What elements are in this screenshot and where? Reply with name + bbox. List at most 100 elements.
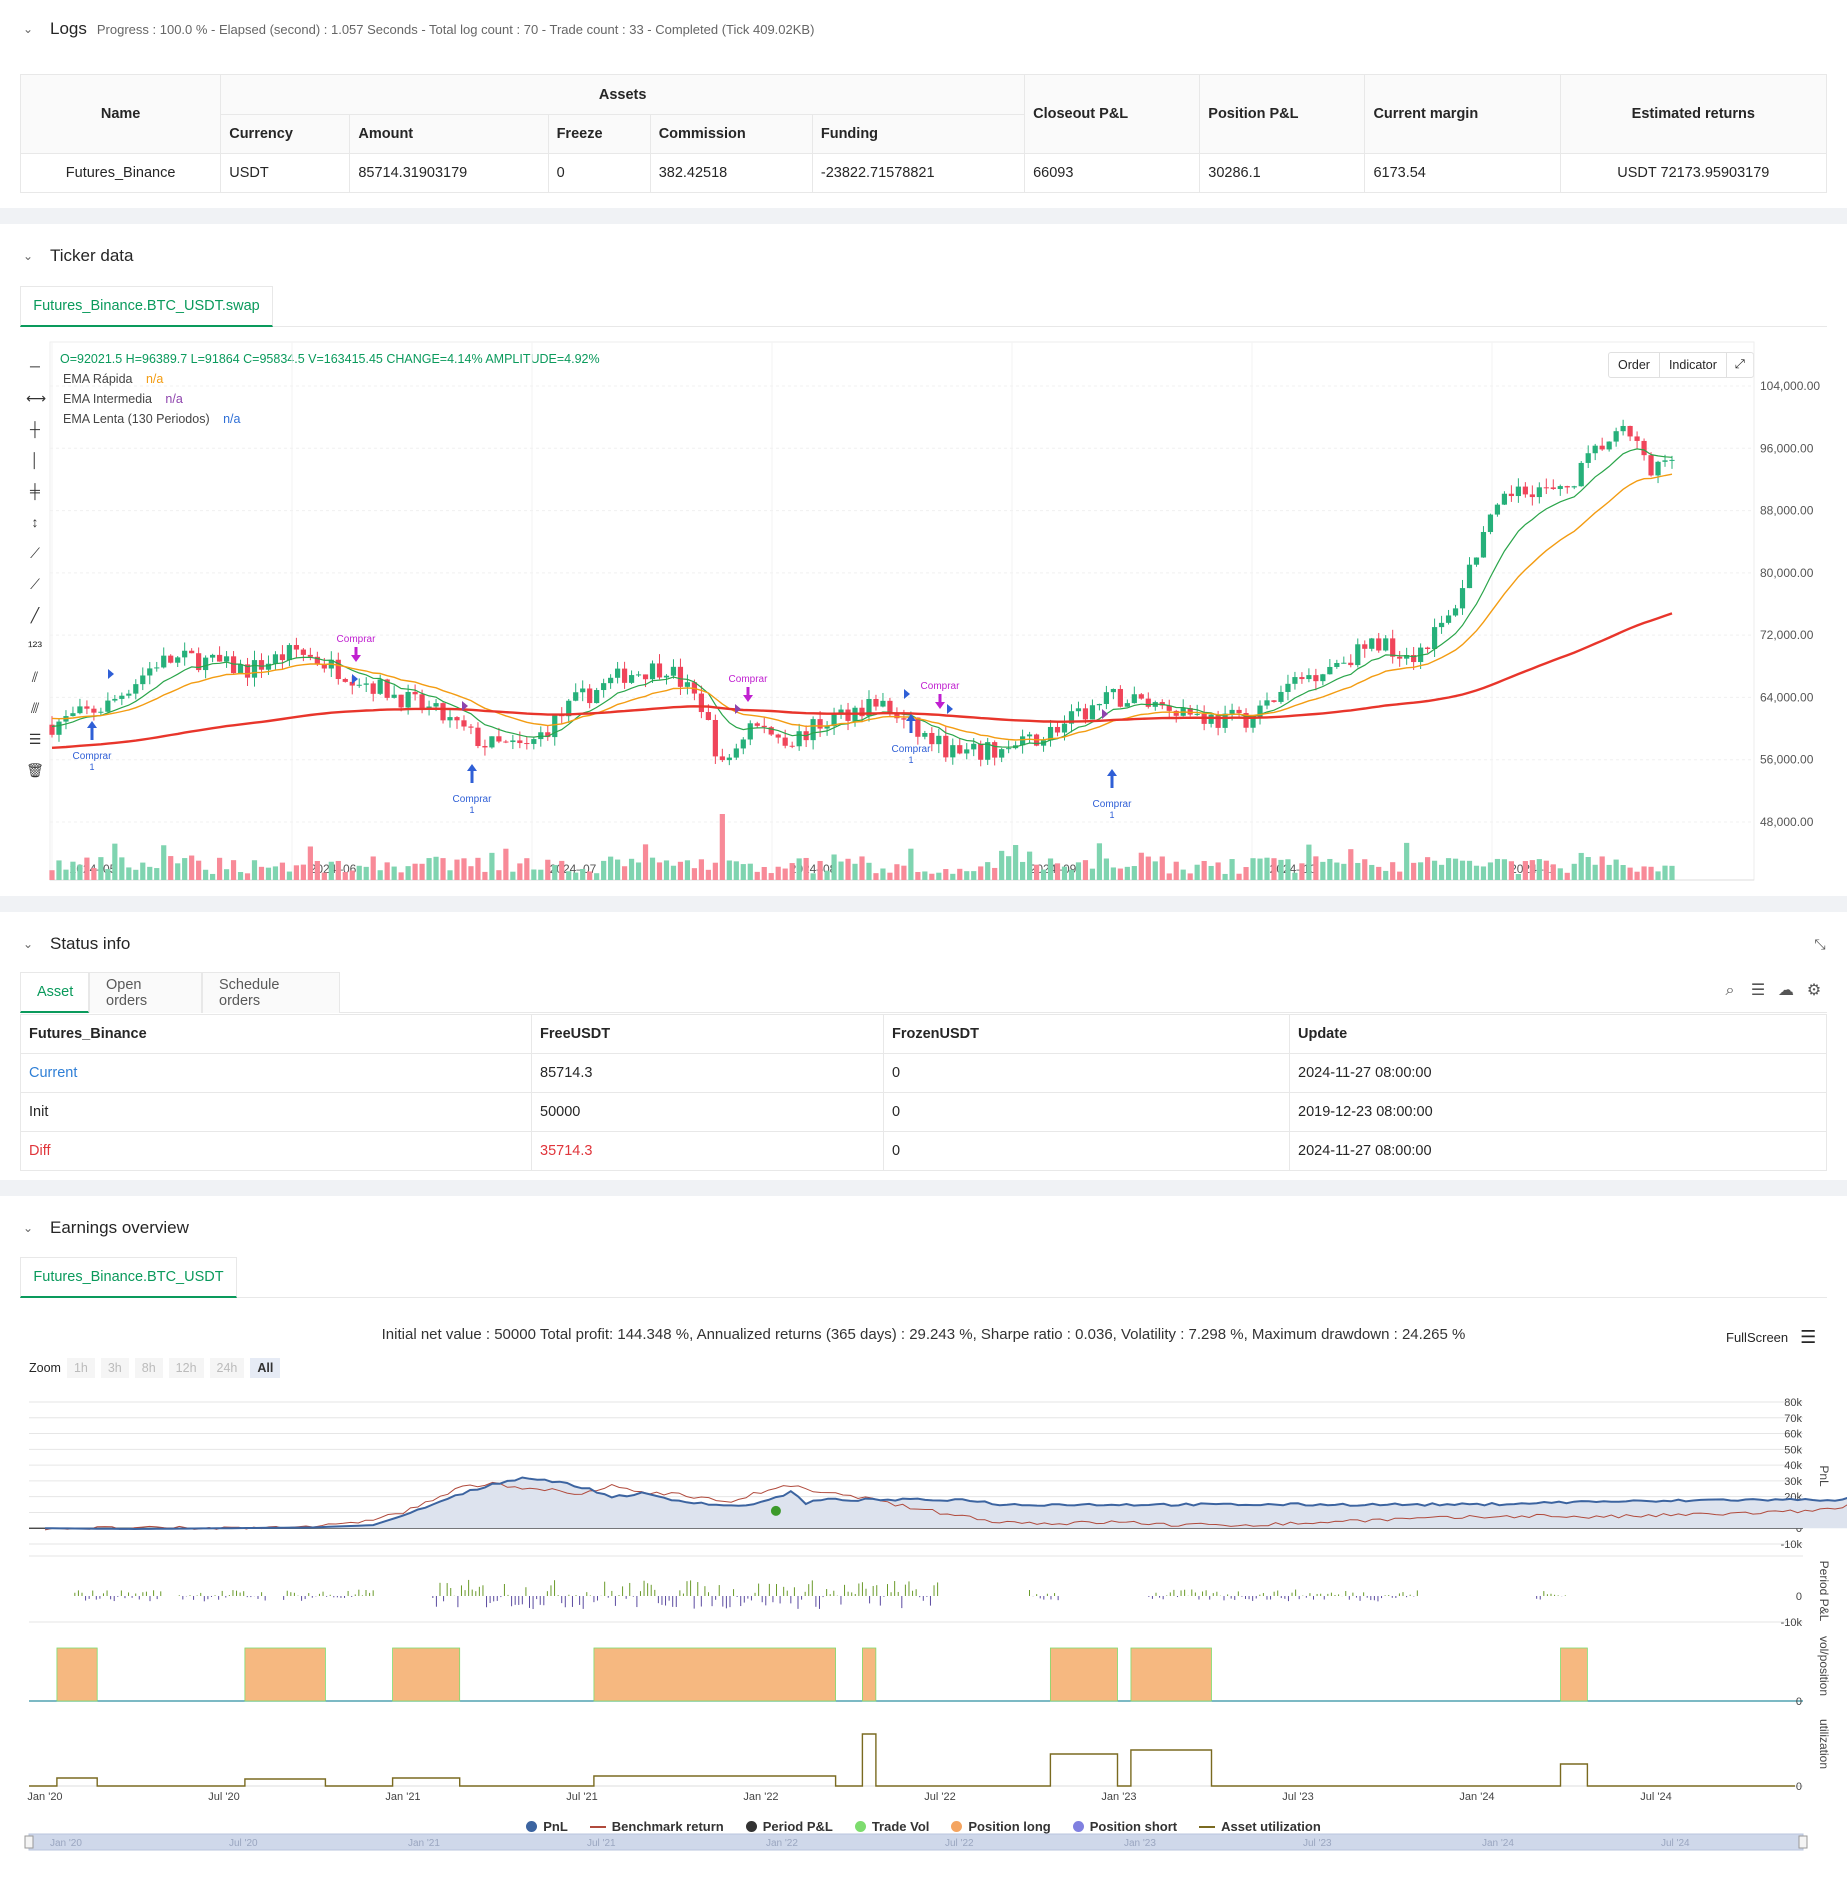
volume-bar bbox=[440, 858, 446, 880]
trash-icon[interactable]: 🗑 bbox=[26, 762, 44, 778]
horizontal-line-icon[interactable]: ┼ bbox=[30, 421, 40, 437]
fib-retracement-icon[interactable]: ☰ bbox=[28, 731, 42, 747]
candle-body bbox=[719, 756, 725, 761]
candle-body bbox=[677, 666, 684, 687]
ticker-section: ⌄ Ticker data Futures_Binance.BTC_USDT.s… bbox=[0, 224, 1847, 896]
fib-channel-icon[interactable]: ⫻ bbox=[30, 700, 40, 716]
candle-body bbox=[992, 742, 998, 758]
legend-item[interactable]: Trade Vol bbox=[854, 1819, 929, 1834]
cloud-download-icon[interactable]: ☁ bbox=[1778, 982, 1794, 999]
zoom-all[interactable]: All bbox=[250, 1358, 281, 1378]
volume-bar bbox=[1515, 873, 1521, 880]
tab-earnings-symbol[interactable]: Futures_Binance.BTC_USDT bbox=[20, 1257, 237, 1298]
candle-body bbox=[1103, 692, 1109, 704]
candle-body bbox=[1669, 459, 1675, 461]
drawdown-marker bbox=[770, 1505, 781, 1516]
volume-bar bbox=[1187, 873, 1193, 880]
navigator-tick-label: Jul '20 bbox=[229, 1838, 258, 1849]
zoom-12h[interactable]: 12h bbox=[168, 1358, 204, 1378]
candle-body bbox=[971, 743, 977, 750]
logs-header[interactable]: ⌄ Logs Progress : 100.0 % - Elapsed (sec… bbox=[20, 17, 814, 41]
status-header[interactable]: ⌄ Status info bbox=[20, 932, 130, 956]
x-tick-label: Jan '21 bbox=[385, 1791, 420, 1803]
volume-bar bbox=[531, 869, 537, 880]
chevron-down-icon[interactable]: ⌄ bbox=[22, 937, 34, 951]
candle-body bbox=[272, 654, 279, 664]
tab-schedule-orders[interactable]: Schedule orders bbox=[202, 972, 340, 1013]
volume-bar bbox=[810, 873, 816, 880]
volume-bar bbox=[566, 871, 572, 880]
volume-bar bbox=[286, 871, 293, 880]
zoom-8h[interactable]: 8h bbox=[134, 1358, 163, 1378]
candle-body bbox=[1257, 705, 1263, 717]
expand-icon[interactable]: ⤢ bbox=[1734, 357, 1745, 371]
volume-bar bbox=[244, 873, 251, 880]
chevron-down-icon[interactable]: ⌄ bbox=[22, 1221, 34, 1235]
volume-bar bbox=[489, 852, 495, 880]
fullscreen-button[interactable]: FullScreen ☰ bbox=[1726, 1327, 1816, 1348]
chevron-down-icon[interactable]: ⌄ bbox=[22, 22, 34, 36]
indicator-button[interactable]: Indicator bbox=[1660, 353, 1727, 377]
volume-bar bbox=[1341, 863, 1347, 880]
candle-body bbox=[119, 695, 125, 699]
volume-bar bbox=[468, 866, 474, 880]
volume-bar bbox=[119, 857, 125, 880]
volume-bar bbox=[580, 869, 586, 880]
volume-bar bbox=[621, 866, 628, 880]
trend-line-icon[interactable]: ⟋ bbox=[30, 545, 40, 561]
row-label-current[interactable]: Current bbox=[20, 1053, 532, 1093]
legend-item[interactable]: PnL bbox=[526, 1819, 568, 1834]
earnings-chart[interactable]: 80k70k60k50k40k30k20k10k0-10kPnL0-10kPer… bbox=[0, 1196, 1847, 1880]
zoom-3h[interactable]: 3h bbox=[100, 1358, 129, 1378]
candle-body bbox=[91, 708, 97, 713]
menu-icon[interactable]: ☰ bbox=[1800, 1327, 1817, 1347]
order-button[interactable]: Order bbox=[1609, 353, 1660, 377]
zoom-1h[interactable]: 1h bbox=[66, 1358, 95, 1378]
candle-body bbox=[943, 735, 949, 758]
gear-icon[interactable]: ⚙ bbox=[1806, 982, 1822, 999]
legend-item[interactable]: Benchmark return bbox=[589, 1819, 724, 1834]
vertical-line-icon[interactable]: │ bbox=[30, 452, 40, 468]
legend-item[interactable]: Asset utilization bbox=[1199, 1819, 1321, 1834]
horizontal-ray-icon[interactable]: ⟷ bbox=[26, 390, 47, 406]
legend-item[interactable]: Position long bbox=[951, 1819, 1051, 1834]
price-label-icon[interactable]: ¹²³ bbox=[28, 638, 42, 654]
candle-body bbox=[405, 691, 411, 708]
parallel-channel-icon[interactable]: ⫽ bbox=[31, 669, 39, 685]
legend-label: Position long bbox=[968, 1819, 1051, 1834]
legend-item[interactable]: Period P&L bbox=[745, 1819, 833, 1834]
crosshair-line-icon[interactable]: ─ bbox=[30, 358, 40, 374]
buy-signal-label: Comprar bbox=[73, 751, 113, 762]
volume-bar bbox=[894, 864, 900, 880]
candlestick-chart[interactable]: 104,000.00 96,000.00 88,000.00 80,000.00 72,… bbox=[0, 224, 1847, 896]
candle-body bbox=[377, 679, 383, 694]
volume-bar bbox=[1662, 865, 1668, 880]
candle-body bbox=[216, 654, 223, 662]
navigator-tick-label: Jul '23 bbox=[1303, 1838, 1332, 1849]
candle-body bbox=[1536, 487, 1542, 498]
candle-body bbox=[286, 645, 293, 661]
candle-body bbox=[1278, 691, 1284, 702]
logs-status: Progress : 100.0 % - Elapsed (second) : … bbox=[96, 21, 815, 37]
trade-marker-icon bbox=[1102, 709, 1108, 719]
legend-item[interactable]: Position short bbox=[1072, 1819, 1177, 1834]
candle-body bbox=[454, 717, 460, 721]
tab-ticker-symbol[interactable]: Futures_Binance.BTC_USDT.swap bbox=[20, 286, 273, 327]
ticker-header[interactable]: ⌄ Ticker data bbox=[20, 244, 134, 268]
tab-open-orders[interactable]: Open orders bbox=[89, 972, 202, 1013]
earnings-header[interactable]: ⌄ Earnings overview bbox=[20, 1216, 189, 1240]
fullscreen-icon[interactable]: ⤡ bbox=[1814, 936, 1826, 952]
ray-line-icon[interactable]: ⟋ bbox=[30, 576, 40, 592]
volume-bar bbox=[978, 866, 984, 880]
tab-asset[interactable]: Asset bbox=[20, 972, 89, 1013]
candle-body bbox=[1459, 588, 1466, 609]
list-icon[interactable]: ☰ bbox=[1750, 982, 1766, 999]
chevron-down-icon[interactable]: ⌄ bbox=[22, 249, 34, 263]
volume-bar bbox=[936, 872, 942, 880]
vertical-segment-icon[interactable]: ↕ bbox=[31, 514, 39, 530]
candle-body bbox=[1222, 713, 1228, 728]
vertical-ray-icon[interactable]: ╪ bbox=[30, 483, 40, 499]
extended-line-icon[interactable]: ╱ bbox=[30, 607, 40, 623]
search-icon[interactable]: ⌕ bbox=[1725, 982, 1735, 999]
zoom-24h[interactable]: 24h bbox=[209, 1358, 245, 1378]
